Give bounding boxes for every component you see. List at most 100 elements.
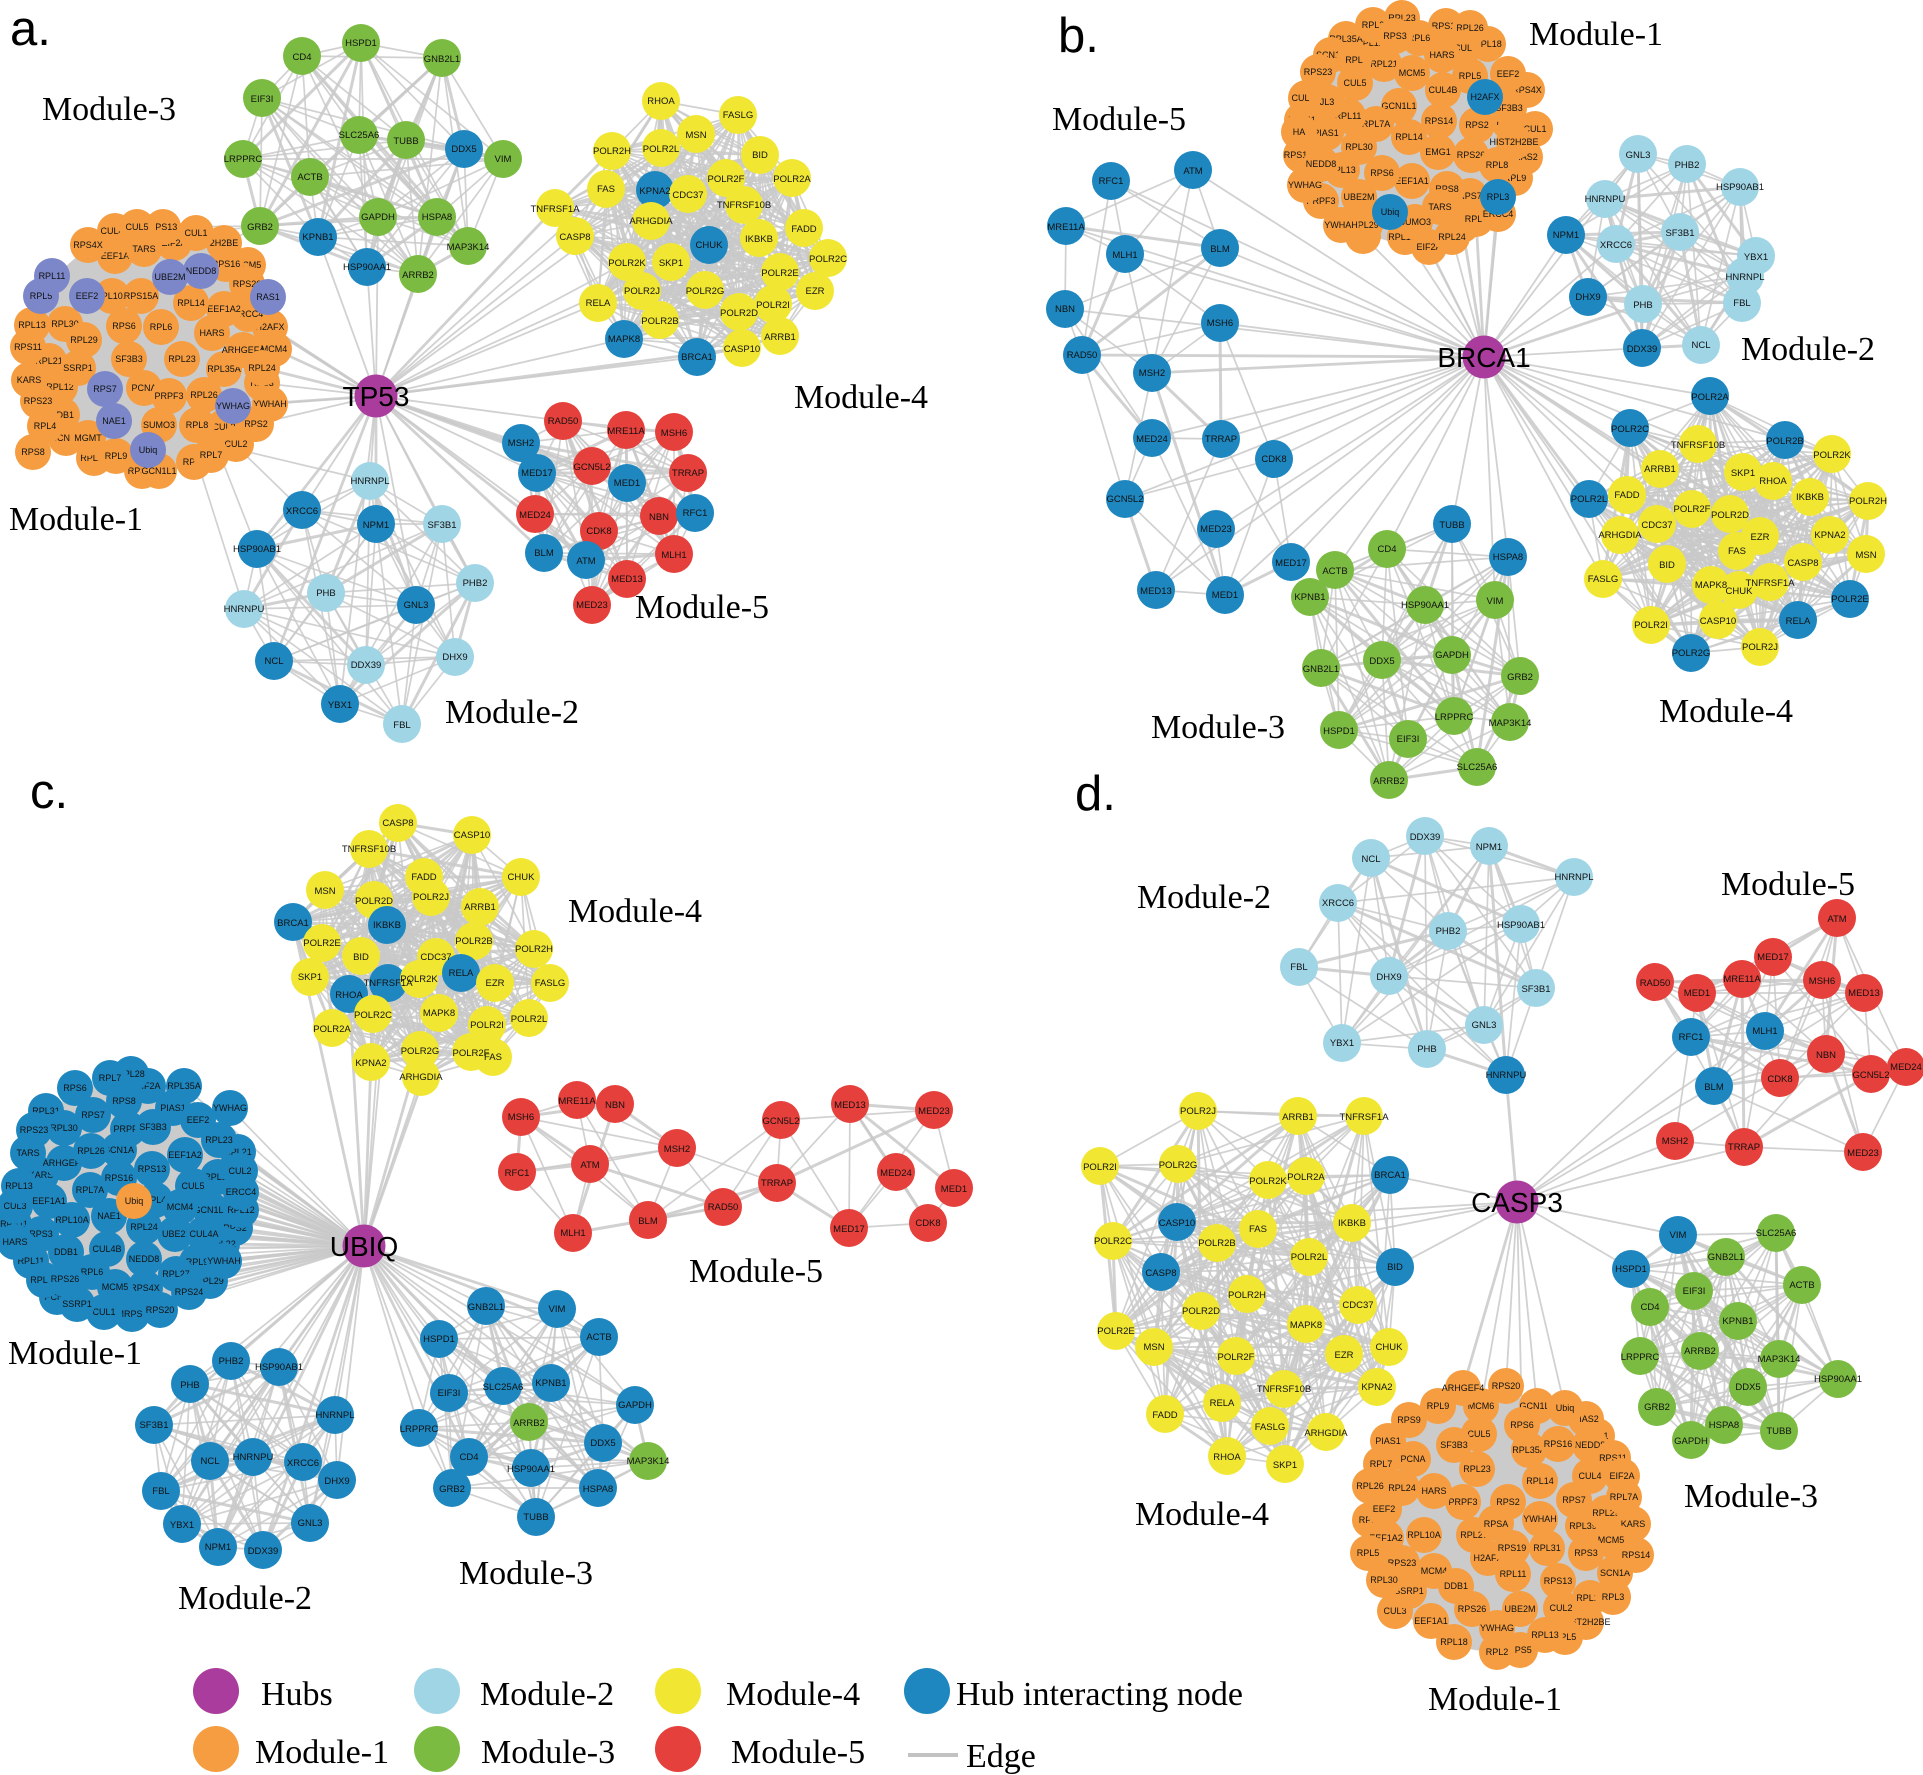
svg-text:Module-3: Module-3 — [459, 1555, 593, 1592]
svg-text:MED1: MED1 — [1212, 590, 1238, 601]
svg-text:BLM: BLM — [1210, 244, 1230, 255]
svg-text:FBL: FBL — [393, 720, 410, 731]
svg-text:RPL4: RPL4 — [144, 1195, 167, 1205]
svg-text:POLR2E: POLR2E — [1831, 594, 1869, 605]
svg-text:BLM: BLM — [638, 1216, 658, 1227]
svg-text:CHUK: CHUK — [1726, 586, 1754, 597]
svg-text:ARHGDIA: ARHGDIA — [1598, 530, 1642, 541]
svg-text:ARHGDIA: ARHGDIA — [399, 1072, 443, 1083]
svg-text:CDC37: CDC37 — [672, 190, 703, 201]
svg-text:RPL18: RPL18 — [80, 453, 108, 463]
svg-text:Hub interacting node: Hub interacting node — [956, 1676, 1243, 1713]
svg-text:ERCC4: ERCC4 — [233, 309, 264, 319]
svg-text:XRCC6: XRCC6 — [286, 506, 318, 517]
svg-text:HIST2H2BE: HIST2H2BE — [1561, 1617, 1610, 1627]
svg-text:RPS20: RPS20 — [1492, 1381, 1521, 1391]
svg-text:RELA: RELA — [1786, 616, 1811, 627]
svg-text:ARHGEF4: ARHGEF4 — [43, 1158, 86, 1168]
svg-text:ATM: ATM — [1183, 166, 1202, 177]
svg-text:GAPDH: GAPDH — [1435, 650, 1469, 661]
svg-text:RPL5: RPL5 — [1357, 1548, 1380, 1558]
svg-text:NBN: NBN — [1816, 1050, 1836, 1061]
svg-text:EIF2A: EIF2A — [1609, 1471, 1634, 1481]
svg-text:H2AFX: H2AFX — [1470, 92, 1499, 102]
svg-text:ARRB1: ARRB1 — [1282, 1112, 1314, 1123]
svg-text:RPS2: RPS2 — [244, 419, 268, 429]
svg-text:POLR2B: POLR2B — [455, 936, 493, 947]
svg-text:RFC1: RFC1 — [1099, 176, 1124, 187]
svg-text:YWHAG: YWHAG — [216, 401, 250, 411]
svg-text:CUL2: CUL2 — [1549, 1603, 1572, 1613]
svg-text:RPL23: RPL23 — [168, 354, 196, 364]
svg-text:BID: BID — [353, 952, 369, 963]
svg-text:HSPD1: HSPD1 — [1615, 1264, 1647, 1275]
svg-text:RPL21: RPL21 — [1370, 59, 1398, 69]
svg-text:RPS15A: RPS15A — [1284, 150, 1319, 160]
svg-text:XRCC6: XRCC6 — [287, 1458, 319, 1469]
svg-text:RHOA: RHOA — [647, 96, 675, 107]
svg-text:a.: a. — [10, 2, 51, 56]
svg-text:POLR2H: POLR2H — [593, 146, 631, 157]
svg-text:MSH2: MSH2 — [1139, 368, 1165, 379]
svg-text:RPL14: RPL14 — [1526, 1476, 1554, 1486]
svg-text:PHB2: PHB2 — [1675, 160, 1700, 171]
svg-text:Module-3: Module-3 — [1684, 1478, 1818, 1515]
svg-text:CUL4B: CUL4B — [92, 1244, 121, 1254]
svg-text:TNFRSF10B: TNFRSF10B — [1257, 1384, 1311, 1395]
svg-text:EZR: EZR — [486, 978, 505, 989]
svg-text:RPL28: RPL28 — [117, 1069, 145, 1079]
svg-text:DDX39: DDX39 — [1410, 832, 1441, 843]
svg-text:RPS26: RPS26 — [1458, 1604, 1487, 1614]
svg-text:CUL4A: CUL4A — [189, 1229, 218, 1239]
svg-text:GCN5L2: GCN5L2 — [1107, 494, 1144, 505]
svg-text:TNFRSF10B: TNFRSF10B — [1671, 440, 1725, 451]
svg-text:PCNA: PCNA — [131, 383, 156, 393]
svg-text:TRRAP: TRRAP — [1205, 434, 1237, 445]
svg-text:CASP8: CASP8 — [382, 818, 413, 829]
svg-text:RPS6: RPS6 — [1510, 1420, 1534, 1430]
svg-text:MED24: MED24 — [519, 510, 551, 521]
svg-text:FAS: FAS — [484, 1052, 502, 1063]
svg-text:RPL10A: RPL10A — [1407, 1530, 1441, 1540]
svg-text:RPS3: RPS3 — [1383, 31, 1407, 41]
svg-text:POLR2A: POLR2A — [313, 1024, 351, 1035]
svg-text:HNRNPU: HNRNPU — [1585, 194, 1626, 205]
svg-text:UBIQ: UBIQ — [330, 1231, 398, 1262]
svg-text:MSN: MSN — [314, 886, 335, 897]
svg-text:ARRB1: ARRB1 — [1644, 464, 1676, 475]
svg-text:Module-2: Module-2 — [445, 694, 579, 731]
svg-text:Module-2: Module-2 — [178, 1580, 312, 1617]
svg-text:POLR2I: POLR2I — [470, 1020, 504, 1031]
svg-text:ATM: ATM — [1827, 914, 1846, 925]
svg-text:HARS: HARS — [199, 328, 224, 338]
svg-text:MED13: MED13 — [1848, 988, 1880, 999]
svg-text:CHUK: CHUK — [508, 872, 536, 883]
svg-text:GAPDH: GAPDH — [1674, 1436, 1708, 1447]
svg-text:EIF2A: EIF2A — [135, 1081, 160, 1091]
svg-text:UBE2M: UBE2M — [1504, 1604, 1535, 1614]
svg-text:NAE1: NAE1 — [97, 1211, 121, 1221]
svg-text:MED23: MED23 — [576, 600, 608, 611]
svg-text:MGMT: MGMT — [74, 433, 102, 443]
svg-text:SF3B3: SF3B3 — [115, 354, 143, 364]
svg-text:GRB2: GRB2 — [439, 1484, 465, 1495]
svg-text:POLR2B: POLR2B — [1766, 436, 1804, 447]
svg-text:CASP10: CASP10 — [1700, 616, 1736, 627]
svg-text:RAD50: RAD50 — [1640, 978, 1671, 989]
svg-text:GCN1L1: GCN1L1 — [141, 466, 176, 476]
svg-text:KPNB1: KPNB1 — [535, 1378, 566, 1389]
svg-text:PHB2: PHB2 — [463, 578, 488, 589]
svg-text:H2AFX: H2AFX — [255, 322, 284, 332]
svg-text:DHX9: DHX9 — [324, 1476, 349, 1487]
svg-text:POLR2J: POLR2J — [1180, 1106, 1216, 1117]
svg-text:MED23: MED23 — [1847, 1148, 1879, 1159]
svg-text:VIM: VIM — [1670, 1230, 1687, 1241]
svg-text:MLH1: MLH1 — [1752, 1026, 1777, 1037]
svg-text:Module-3: Module-3 — [42, 91, 176, 128]
svg-text:CUL2: CUL2 — [228, 1166, 251, 1176]
svg-text:CDC37: CDC37 — [420, 952, 451, 963]
svg-text:RPL24: RPL24 — [248, 363, 276, 373]
svg-text:CUL5: CUL5 — [125, 222, 148, 232]
svg-text:DDB1: DDB1 — [1444, 1581, 1468, 1591]
svg-text:SKP1: SKP1 — [1273, 1460, 1297, 1471]
